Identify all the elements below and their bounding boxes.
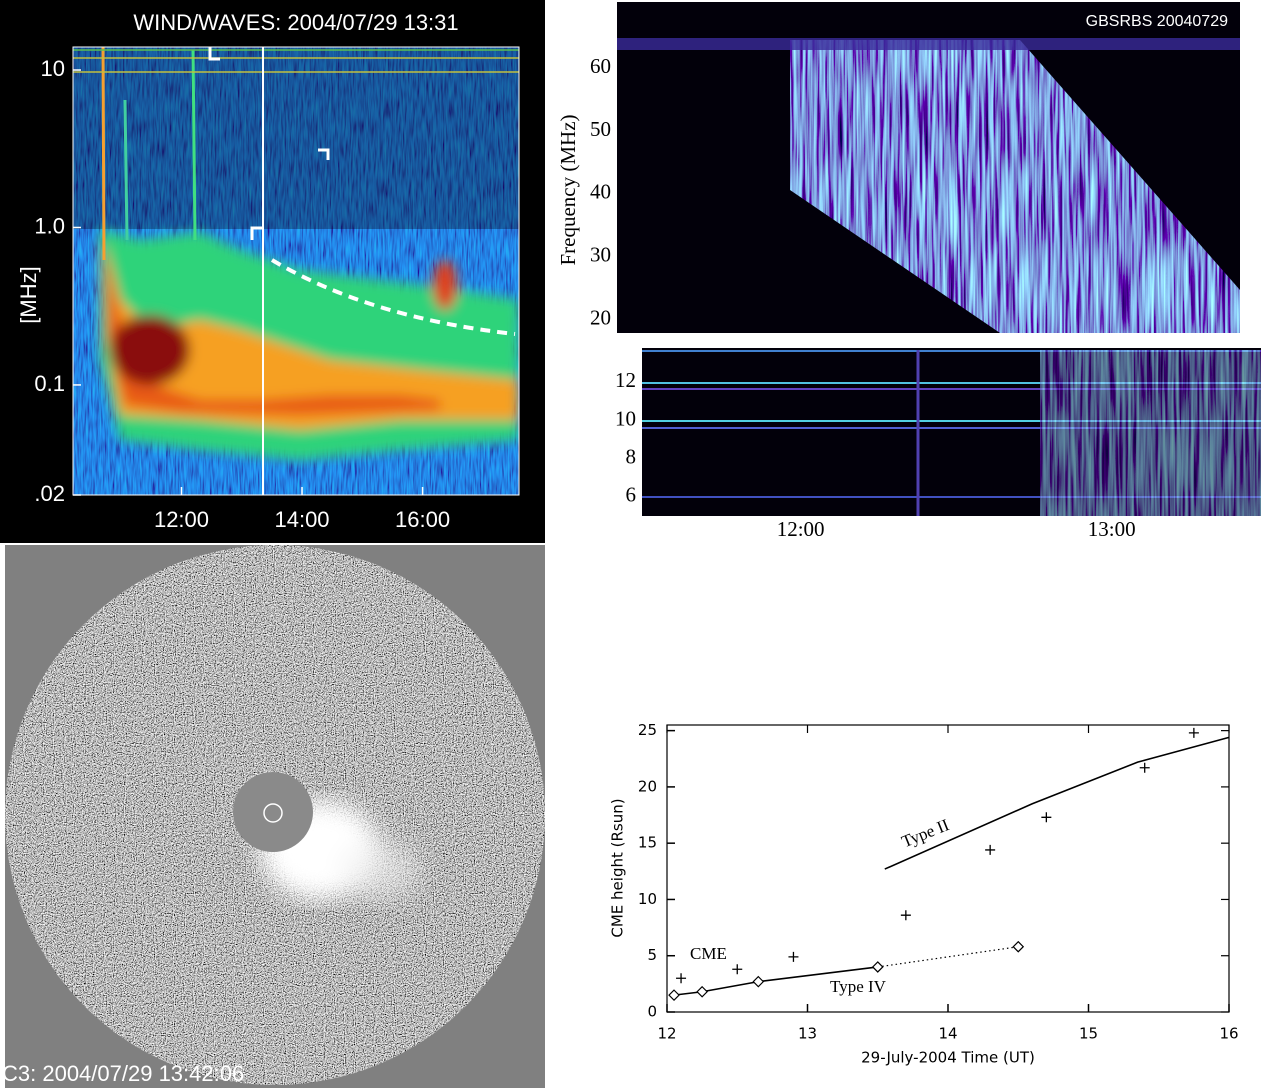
- type-ii-fit: [270, 258, 516, 336]
- spectrogram-texture: [617, 38, 1240, 333]
- sun-disk: [263, 803, 283, 823]
- chart-title: WIND/WAVES: 2004/07/29 13:31: [133, 10, 458, 35]
- occulter: [233, 772, 313, 852]
- x-axis-label: 29-July-2004 Time (UT): [861, 1049, 1035, 1067]
- burst: [123, 99, 129, 241]
- burst: [191, 49, 197, 241]
- y-tick-label: 8: [626, 445, 637, 469]
- spectrogram-lines: [642, 350, 1261, 516]
- y-tick-label: .02: [34, 481, 65, 506]
- y-tick-label: 20: [590, 306, 611, 330]
- y-tick-label: 1.0: [34, 213, 65, 238]
- y-tick-label: 10: [638, 890, 657, 908]
- diamond-marker: [871, 961, 884, 973]
- y-tick-label: 15: [638, 834, 657, 852]
- x-tick-label: 14: [938, 1025, 957, 1043]
- y-tick-label: 40: [590, 180, 611, 204]
- y-tick-label: 30: [590, 243, 611, 267]
- y-tick-label: 10: [615, 406, 636, 430]
- x-tick-label: 13:00: [1088, 517, 1136, 541]
- burst-streaks: [1040, 350, 1261, 516]
- series-line: [877, 946, 1019, 968]
- y-tick-label: 6: [626, 483, 637, 507]
- y-tick-label: 5: [647, 946, 657, 964]
- spectrum-noise: [73, 47, 519, 229]
- diamond-marker: [752, 975, 765, 988]
- chart-title: GBSRBS 20040729: [1086, 13, 1228, 30]
- plus-marker: [1041, 812, 1052, 823]
- series-line: [673, 966, 878, 996]
- spectrogram-image: [73, 47, 519, 495]
- plus-marker: [1139, 762, 1150, 773]
- y-tick-label: 20: [638, 777, 657, 795]
- y-tick-label: 12: [615, 368, 636, 392]
- interference-band: [617, 38, 1240, 50]
- plus-marker: [985, 844, 996, 855]
- y-tick-label: 50: [590, 117, 611, 141]
- y-tick-label: 60: [590, 54, 611, 78]
- x-tick-label: 16:00: [395, 507, 450, 532]
- x-tick-label: 13: [798, 1025, 817, 1043]
- series-label: CME: [690, 944, 727, 963]
- y-axis-label: CME height (Rsun): [609, 798, 627, 937]
- cme-bright: [340, 840, 420, 900]
- burst: [101, 47, 106, 261]
- x-tick-label: 15: [1079, 1025, 1098, 1043]
- y-tick-label: 0.1: [34, 371, 65, 396]
- plus-marker: [1188, 727, 1199, 738]
- series-line: [884, 736, 1230, 870]
- x-tick-label: 12:00: [154, 507, 209, 532]
- emission: [100, 229, 519, 460]
- plot-frame: [72, 46, 520, 496]
- plus-marker: [900, 910, 911, 921]
- burst-band: [790, 40, 1240, 333]
- diamond-marker: [1012, 940, 1025, 953]
- plus-marker: [732, 964, 743, 975]
- x-tick-label: 12:00: [777, 517, 825, 541]
- emission-blob: [433, 260, 457, 310]
- emission-red: [106, 250, 440, 415]
- caption: C3: 2004/07/29 13:42:06: [2, 1061, 244, 1086]
- y-tick-label: 10: [41, 56, 65, 81]
- plus-marker: [788, 951, 799, 962]
- x-tick-label: 12: [657, 1025, 676, 1043]
- burst-lines: [73, 47, 519, 261]
- diamond-marker: [696, 985, 708, 998]
- x-tick-label: 14:00: [274, 507, 329, 532]
- y-tick-label: 25: [638, 721, 657, 739]
- diamond-marker: [668, 989, 680, 1001]
- x-tick-label: 16: [1219, 1025, 1238, 1043]
- y-axis-label: [MHz]: [16, 266, 41, 323]
- corner-markers: [208, 47, 330, 240]
- series-label: Type II: [899, 815, 952, 851]
- emission-core: [110, 315, 190, 385]
- series-label: Type IV: [830, 977, 887, 996]
- plus-marker: [676, 973, 687, 984]
- y-axis-label: Frequency (MHz): [556, 114, 580, 265]
- y-tick-label: 0: [647, 1003, 657, 1021]
- emission-orange: [104, 240, 519, 430]
